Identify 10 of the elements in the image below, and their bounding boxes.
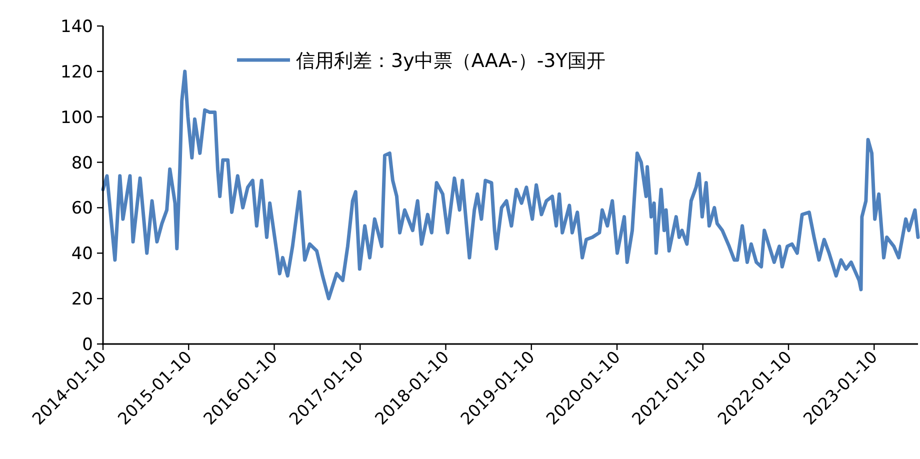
y-tick-label: 20 — [71, 290, 93, 310]
legend-label: 信用利差：3y中票（AAA-）-3Y国开 — [296, 50, 606, 72]
legend: 信用利差：3y中票（AAA-）-3Y国开 — [237, 50, 606, 72]
y-tick-label: 140 — [60, 17, 93, 37]
y-tick-label: 100 — [60, 108, 93, 128]
y-tick-label: 0 — [82, 335, 93, 355]
y-tick-label: 120 — [60, 62, 93, 82]
y-tick-label: 60 — [71, 198, 93, 219]
y-tick-label: 80 — [71, 153, 93, 174]
y-tick-label: 40 — [71, 244, 93, 264]
